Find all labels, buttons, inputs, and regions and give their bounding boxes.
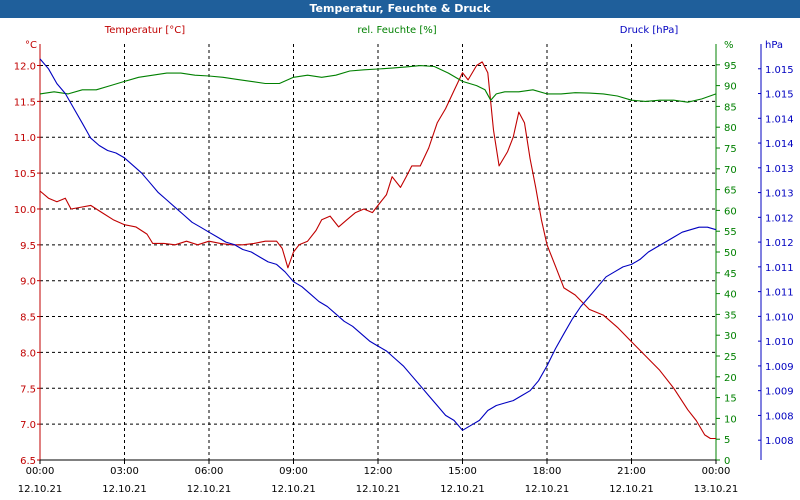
tick-label: 0 — [724, 456, 730, 467]
tick-label-date: 12.10.21 — [356, 484, 401, 495]
legend-item: rel. Feuchte [%] — [357, 25, 436, 36]
tick-label: 95 — [724, 61, 737, 72]
tick-label: 5 — [724, 435, 730, 446]
tick-label: 1.008 — [765, 436, 794, 447]
tick-label: 70 — [724, 165, 737, 176]
tick-label: 1.010 — [765, 312, 794, 323]
tick-label-date: 12.10.21 — [18, 484, 63, 495]
tick-label: 25 — [724, 352, 737, 363]
tick-label: 10.0 — [14, 205, 36, 216]
tick-label: 65 — [724, 186, 737, 197]
tick-label-date: 12.10.21 — [609, 484, 654, 495]
tick-label: 7.5 — [20, 384, 36, 395]
pressure-unit: hPa — [765, 40, 783, 51]
tick-label: 7.0 — [20, 420, 36, 431]
tick-label: 10 — [724, 414, 737, 425]
tick-label-time: 12:00 — [364, 466, 393, 477]
tick-label-time: 09:00 — [279, 466, 308, 477]
tick-label: 8.5 — [20, 313, 36, 324]
tick-label-date: 12.10.21 — [187, 484, 232, 495]
tick-label: 1.013 — [765, 164, 794, 175]
tick-label: 6.5 — [20, 456, 36, 467]
tick-label-time: 18:00 — [533, 466, 562, 477]
tick-label: 40 — [724, 290, 737, 301]
tick-label-time: 00:00 — [702, 466, 731, 477]
tick-label: 85 — [724, 102, 737, 113]
tick-label: 1.013 — [765, 189, 794, 200]
weather-chart: Temperatur [°C] rel. Feuchte [%] Druck [hP… — [14, 25, 794, 495]
plot-frame — [39, 44, 762, 461]
tick-label-time: 06:00 — [195, 466, 224, 477]
data-series — [39, 58, 717, 440]
tick-label: 55 — [724, 227, 737, 238]
tick-label: 1.015 — [765, 90, 794, 101]
tick-label: 1.012 — [765, 238, 794, 249]
tick-label: 50 — [724, 248, 737, 259]
tick-label: 90 — [724, 82, 737, 93]
humidity-line — [39, 65, 717, 103]
tick-label: 1.009 — [765, 387, 794, 398]
tick-label: 60 — [724, 206, 737, 217]
tick-label: 45 — [724, 269, 737, 280]
time-axis-ticks: 00:00 12.10.21 03:00 12.10.21 06:00 12.10.21 0… — [18, 460, 739, 495]
chart-title: Temperatur, Feuchte & Druck — [0, 0, 800, 18]
grid-lines — [39, 44, 717, 461]
tick-label-date: 12.10.21 — [525, 484, 570, 495]
tick-label: 12.0 — [14, 62, 36, 73]
tick-label: 80 — [724, 123, 737, 134]
tick-label-date: 12.10.21 — [102, 484, 147, 495]
tick-label-date: 12.10.21 — [440, 484, 485, 495]
tick-label-time: 15:00 — [448, 466, 477, 477]
tick-label: 9.0 — [20, 277, 36, 288]
tick-label: 75 — [724, 144, 737, 155]
tick-label: 10.5 — [14, 169, 36, 180]
tick-label: 11.5 — [14, 97, 36, 108]
tick-label: 1.010 — [765, 337, 794, 348]
tick-label: 1.015 — [765, 65, 794, 76]
tick-label-date: 12.10.21 — [271, 484, 316, 495]
pressure-line — [39, 58, 717, 431]
tick-label: 11.0 — [14, 133, 36, 144]
tick-label: 1.008 — [765, 411, 794, 422]
tick-label-time: 03:00 — [110, 466, 139, 477]
legend-item: Druck [hPa] — [620, 25, 679, 36]
tick-label: 1.009 — [765, 362, 794, 373]
tick-label: 8.0 — [20, 348, 36, 359]
tick-label: 20 — [724, 373, 737, 384]
tick-label: 1.014 — [765, 114, 794, 125]
temperature-unit: °C — [25, 40, 37, 51]
left-axis-ticks: 12.0 11.5 11.0 10.5 10.0 9.5 9.0 8.5 8.0 7.5 7.0 6.… — [14, 62, 40, 467]
legend-item: Temperatur [°C] — [104, 25, 185, 36]
legend: Temperatur [°C] rel. Feuchte [%] Druck [hP… — [104, 25, 679, 36]
tick-label: 9.5 — [20, 241, 36, 252]
tick-label-time: 00:00 — [26, 466, 55, 477]
tick-label: 1.011 — [765, 288, 794, 299]
pressure-axis-ticks: 1.015 1.015 1.014 1.014 1.013 1.013 1.012 1.012… — [758, 65, 794, 447]
humidity-unit: % — [724, 40, 734, 51]
tick-label: 15 — [724, 394, 737, 405]
tick-label: 1.014 — [765, 139, 794, 150]
tick-label: 30 — [724, 331, 737, 342]
tick-label-time: 21:00 — [617, 466, 646, 477]
tick-label-date: 13.10.21 — [694, 484, 739, 495]
tick-label: 35 — [724, 310, 737, 321]
tick-label: 1.011 — [765, 263, 794, 274]
tick-label: 1.012 — [765, 213, 794, 224]
temperature-line — [39, 61, 716, 440]
axis-units: °C% hPa — [25, 40, 783, 51]
